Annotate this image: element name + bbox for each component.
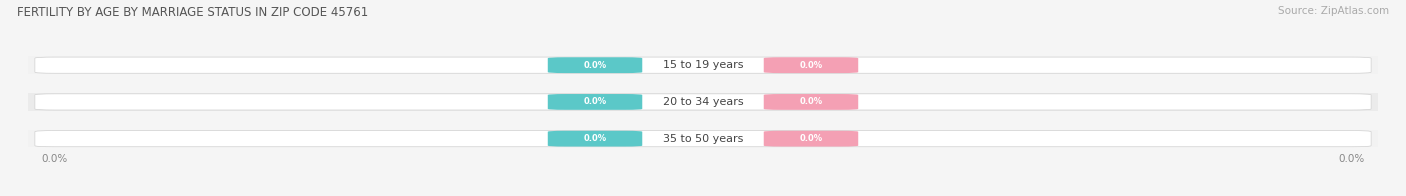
FancyBboxPatch shape — [35, 131, 1371, 147]
Text: 20 to 34 years: 20 to 34 years — [662, 97, 744, 107]
Text: 0.0%: 0.0% — [583, 134, 606, 143]
Text: 0.0%: 0.0% — [42, 154, 67, 164]
FancyBboxPatch shape — [763, 131, 858, 147]
Text: 15 to 19 years: 15 to 19 years — [662, 60, 744, 70]
FancyBboxPatch shape — [548, 94, 643, 110]
FancyBboxPatch shape — [763, 57, 858, 73]
FancyBboxPatch shape — [763, 94, 858, 110]
Text: 0.0%: 0.0% — [583, 61, 606, 70]
Text: FERTILITY BY AGE BY MARRIAGE STATUS IN ZIP CODE 45761: FERTILITY BY AGE BY MARRIAGE STATUS IN Z… — [17, 6, 368, 19]
Bar — [28, 130, 1378, 148]
FancyBboxPatch shape — [35, 94, 1371, 110]
Text: 0.0%: 0.0% — [800, 134, 823, 143]
FancyBboxPatch shape — [548, 131, 643, 147]
Text: 0.0%: 0.0% — [1339, 154, 1364, 164]
FancyBboxPatch shape — [548, 57, 643, 73]
Text: Source: ZipAtlas.com: Source: ZipAtlas.com — [1278, 6, 1389, 16]
Bar — [28, 56, 1378, 74]
Text: 35 to 50 years: 35 to 50 years — [662, 134, 744, 144]
Text: 0.0%: 0.0% — [800, 61, 823, 70]
Text: 0.0%: 0.0% — [800, 97, 823, 106]
Text: 0.0%: 0.0% — [583, 97, 606, 106]
Bar — [28, 93, 1378, 111]
FancyBboxPatch shape — [35, 57, 1371, 73]
